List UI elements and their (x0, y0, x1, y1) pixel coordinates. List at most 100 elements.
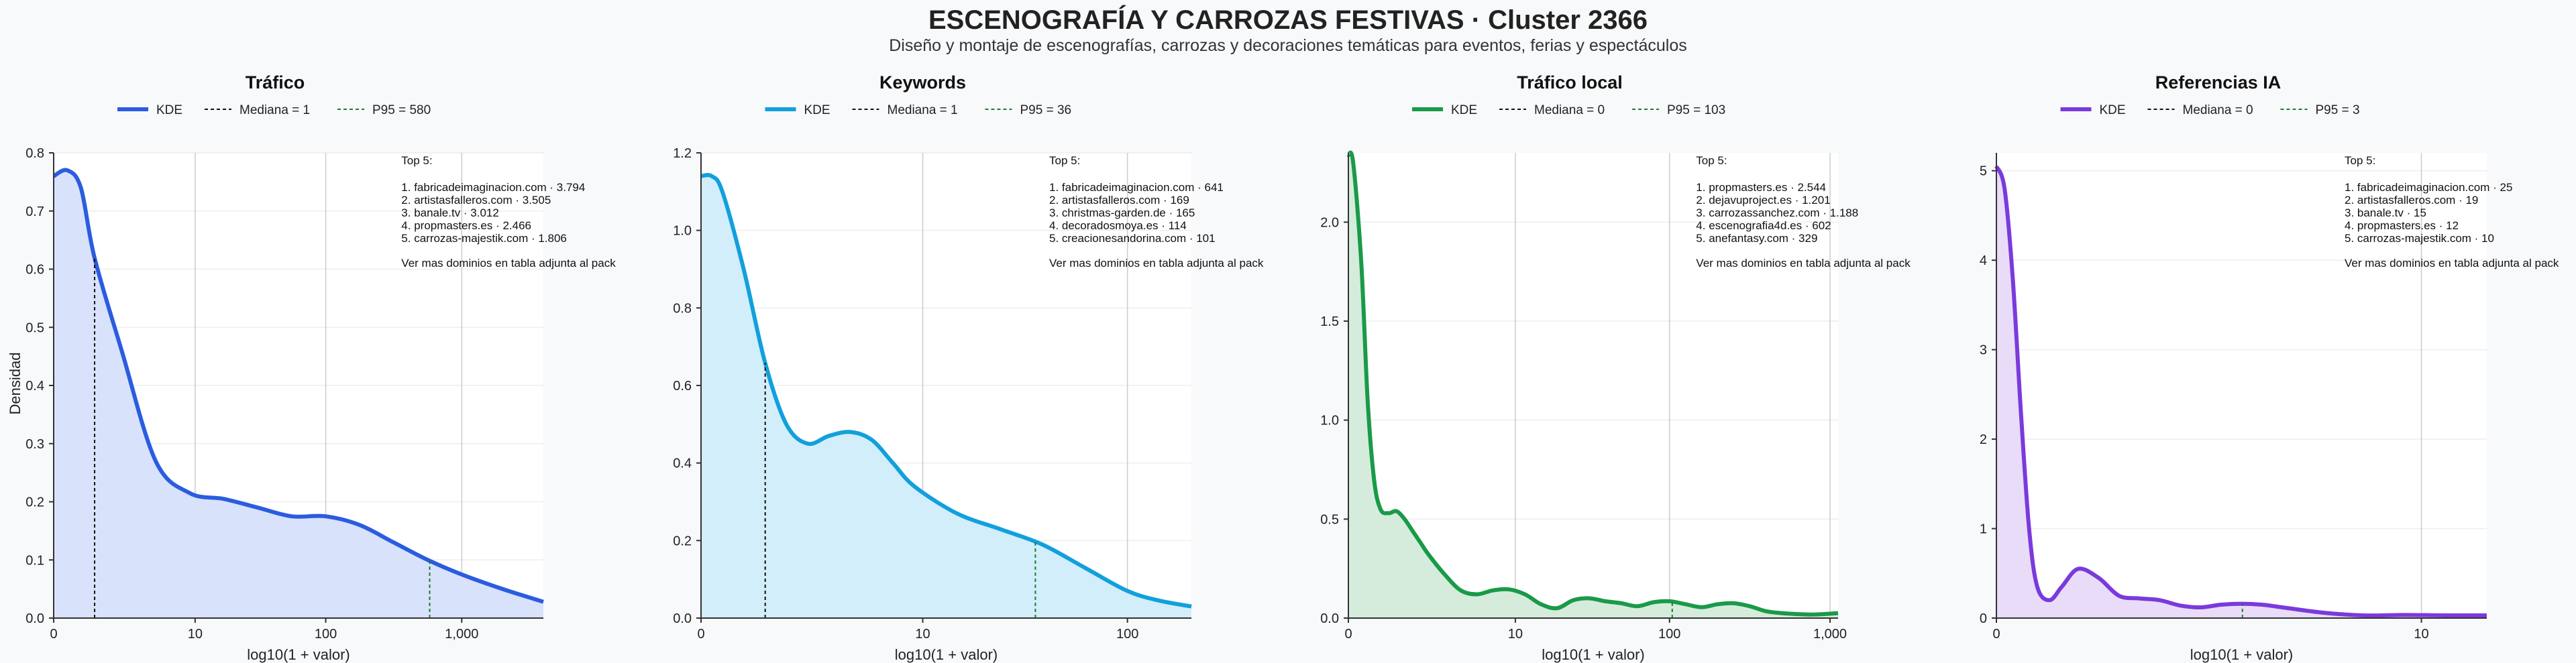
x-tick-label: 100 (1116, 627, 1138, 642)
y-tick-label: 0.5 (25, 320, 44, 335)
legend-p95-label: P95 = 580 (372, 103, 431, 117)
y-tick-label: 0.6 (25, 263, 44, 278)
top5-item: 3. banale.tv · 3.012 (401, 206, 499, 219)
panel-1: 0.0 0.1 0.2 0.3 0.4 0.5 0.6 0.7 0.8 0 10 100 1,000 lo… (25, 72, 616, 663)
legend-kde-label: KDE (1451, 103, 1477, 117)
x-tick-label: 10 (1508, 627, 1523, 642)
y-tick-label: 0.0 (25, 611, 44, 626)
x-tick-label: 1,000 (1813, 627, 1847, 642)
y-tick-label: 0.4 (673, 457, 692, 471)
top5-item: 4. escenografia4d.es · 602 (1696, 219, 1831, 232)
y-tick-label: 0 (1980, 611, 1987, 626)
top5-item: 2. artistasfalleros.com · 19 (2345, 194, 2478, 206)
y-tick-label: 0.2 (25, 495, 44, 510)
top5-item: 5. carrozas-majestik.com · 10 (2345, 232, 2494, 245)
top5-item: 5. carrozas-majestik.com · 1.806 (401, 232, 567, 245)
kde-line (52, 168, 544, 604)
legend-median-label: Mediana = 1 (239, 103, 310, 117)
x-tick-label: 10 (2414, 627, 2428, 642)
top5-more-note: Ver mas dominios en tabla adjunta al pac… (2345, 257, 2559, 269)
top5-item: 1. fabricadeimaginacion.com · 641 (1049, 181, 1224, 194)
y-tick-label: 1.2 (673, 146, 692, 161)
top5-item: 5. anefantasy.com · 329 (1696, 232, 1817, 245)
y-tick-label: 0.7 (25, 204, 44, 219)
y-tick-label: 0.0 (673, 611, 692, 626)
top5-more-note: Ver mas dominios en tabla adjunta al pac… (401, 257, 616, 269)
y-tick-label: 5 (1980, 164, 1987, 179)
panel-title: Tráfico local (1517, 72, 1623, 93)
y-tick-label: 2.0 (1320, 215, 1339, 230)
legend-median-label: Mediana = 0 (1534, 103, 1605, 117)
kde-line (1346, 150, 1839, 617)
top5-header: Top 5: (1696, 154, 1727, 167)
x-tick-label: 10 (188, 627, 203, 642)
top5-item: 1. fabricadeimaginacion.com · 25 (2345, 181, 2512, 194)
y-tick-label: 1.5 (1320, 314, 1339, 329)
legend-p95-label: P95 = 3 (2316, 103, 2360, 117)
x-tick-label: 100 (1658, 627, 1680, 642)
top5-item: 4. propmasters.es · 2.466 (401, 219, 531, 232)
legend-p95-label: P95 = 36 (1020, 103, 1072, 117)
y-tick-label: 0.2 (673, 534, 692, 548)
kde-area (54, 170, 543, 618)
y-tick-label: 1.0 (1320, 414, 1339, 428)
legend-median-label: Mediana = 0 (2183, 103, 2253, 117)
top5-item: 4. propmasters.es · 12 (2345, 219, 2459, 232)
top5-item: 4. decoradosmoya.es · 114 (1049, 219, 1187, 232)
top5-item: 2. artistasfalleros.com · 169 (1049, 194, 1189, 206)
plot-background (1996, 153, 2487, 618)
panel-title: Keywords (879, 72, 966, 93)
y-tick-label: 0.0 (1320, 611, 1339, 626)
legend-kde-label: KDE (2100, 103, 2126, 117)
top5-more-note: Ver mas dominios en tabla adjunta al pac… (1049, 257, 1264, 269)
top5-item: 1. propmasters.es · 2.544 (1696, 181, 1826, 194)
panel-title: Tráfico (246, 72, 305, 93)
top5-header: Top 5: (1049, 154, 1080, 167)
x-tick-label: 0 (1344, 627, 1352, 642)
x-axis-label: log10(1 + valor) (895, 646, 998, 663)
y-tick-label: 0.8 (673, 301, 692, 316)
top5-item: 1. fabricadeimaginacion.com · 3.794 (401, 181, 585, 194)
panel-title: Referencias IA (2155, 72, 2282, 93)
x-axis-label: log10(1 + valor) (1542, 646, 1644, 663)
kde-line (700, 173, 1192, 609)
y-tick-label: 1 (1980, 522, 1987, 537)
x-tick-label: 0 (697, 627, 704, 642)
top5-item: 3. christmas-garden.de · 165 (1049, 206, 1195, 219)
page-title: ESCENOGRAFÍA Y CARROZAS FESTIVAS · Clust… (928, 5, 1648, 35)
panel-2: 0.0 0.2 0.4 0.6 0.8 1.0 1.2 0 10 100 log10(1 + val… (673, 72, 1264, 663)
y-tick-label: 0.5 (1320, 512, 1339, 527)
page-subtitle: Diseño y montaje de escenografías, carro… (889, 36, 1687, 55)
y-tick-label: 0.8 (25, 146, 44, 161)
x-tick-label: 10 (915, 627, 930, 642)
y-tick-label: 0.6 (673, 379, 692, 394)
top5-item: 5. creacionesandorina.com · 101 (1049, 232, 1216, 245)
top5-item: 3. carrozassanchez.com · 1.188 (1696, 206, 1858, 219)
top5-header: Top 5: (401, 154, 432, 167)
x-axis-label: log10(1 + valor) (247, 646, 350, 663)
y-tick-label: 2 (1980, 432, 1987, 447)
legend-kde-label: KDE (156, 103, 182, 117)
y-tick-label: 1.0 (673, 224, 692, 239)
top5-more-note: Ver mas dominios en tabla adjunta al pac… (1696, 257, 1911, 269)
plot-background (1348, 153, 1838, 618)
x-tick-label: 0 (50, 627, 57, 642)
y-axis-label: Densidad (7, 353, 23, 415)
kde-line (1994, 165, 2487, 618)
y-tick-label: 3 (1980, 343, 1987, 358)
x-axis-label: log10(1 + valor) (2190, 646, 2293, 663)
kde-area (1348, 152, 1838, 618)
top5-header: Top 5: (2345, 154, 2375, 167)
top5-item: 2. artistasfalleros.com · 3.505 (401, 194, 551, 206)
x-tick-label: 1,000 (445, 627, 478, 642)
y-tick-label: 0.1 (25, 553, 44, 568)
top5-item: 2. dejavuproject.es · 1.201 (1696, 194, 1830, 206)
y-tick-label: 4 (1980, 253, 1987, 268)
legend-kde-label: KDE (804, 103, 830, 117)
legend-p95-label: P95 = 103 (1667, 103, 1725, 117)
panel-3: 0.0 0.5 1.0 1.5 2.0 0 10 100 1,000 log10(1 + valo… (1320, 72, 1911, 663)
y-tick-label: 0.4 (25, 379, 44, 394)
y-tick-label: 0.3 (25, 437, 44, 452)
x-tick-label: 0 (1992, 627, 2000, 642)
